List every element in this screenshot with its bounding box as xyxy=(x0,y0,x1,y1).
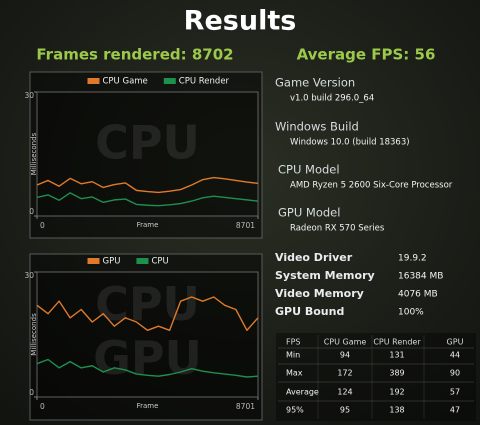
chart-panel xyxy=(29,253,263,421)
table-cell: 95 xyxy=(340,406,350,415)
table-cell: 57 xyxy=(450,388,460,397)
y-tick-label: 30 xyxy=(24,271,34,280)
x-tick-label: 8701 xyxy=(236,402,255,411)
watermark: GPU xyxy=(93,331,202,385)
table-bg xyxy=(276,333,476,421)
table-cell: 90 xyxy=(450,369,460,378)
spec-value: 4076 MB xyxy=(398,290,438,300)
x-axis-label: Frame xyxy=(137,221,159,229)
table-cell: 138 xyxy=(389,406,404,415)
chart: CPU 0 30 0 8701 Frame Milliseconds CPU Game CPU … xyxy=(24,71,263,239)
watermark: CPU xyxy=(95,277,200,331)
series-line xyxy=(36,358,259,378)
legend-swatch xyxy=(87,258,100,264)
series-line xyxy=(36,296,259,332)
info-value: v1.0 build 296.0_64 xyxy=(290,94,374,104)
legend-swatch xyxy=(163,78,176,84)
legend-label: CPU xyxy=(151,257,168,267)
x-axis-label: Frame xyxy=(137,402,159,410)
y-tick-label: 0 xyxy=(29,388,34,397)
row-label: 95% xyxy=(286,406,304,415)
table-cell: 124 xyxy=(337,388,352,397)
info-value: AMD Ryzen 5 2600 Six-Core Processor xyxy=(290,181,453,191)
legend-label: GPU xyxy=(103,257,121,267)
table-cell: 131 xyxy=(389,351,404,360)
table-header: CPU Render xyxy=(373,338,421,347)
title: Results xyxy=(184,6,297,37)
x-tick-label: 0 xyxy=(40,221,45,230)
chart-panel xyxy=(29,71,263,239)
info-value: Windows 10.0 (build 18363) xyxy=(290,138,410,148)
table-cell: 47 xyxy=(450,406,460,415)
row-label: Min xyxy=(286,351,300,360)
watermark: CPU xyxy=(95,116,200,170)
info-label: CPU Model xyxy=(278,163,340,177)
spec-value: 100% xyxy=(398,308,424,318)
charts: CPU 0 30 0 8701 Frame Milliseconds CPU Game CPU … xyxy=(24,71,263,421)
y-axis-label: Milliseconds xyxy=(30,132,38,175)
info-label: GPU Model xyxy=(278,206,340,220)
legend-swatch xyxy=(136,258,149,264)
spec-label: System Memory xyxy=(275,269,375,282)
series-line xyxy=(36,192,259,207)
table-cell: 389 xyxy=(389,369,404,378)
legend-label: CPU Render xyxy=(179,77,230,87)
table-header: GPU xyxy=(447,338,464,347)
table-cell: 44 xyxy=(450,351,460,360)
info-label: Game Version xyxy=(275,76,355,90)
info-panel: Game Version v1.0 build 296.0_64 Windows B… xyxy=(275,76,476,421)
y-axis-label: Milliseconds xyxy=(30,313,38,356)
row-label: Max xyxy=(286,369,303,378)
legend-label: CPU Game xyxy=(103,77,148,87)
series-line xyxy=(36,176,259,194)
table-cell: 192 xyxy=(389,388,404,397)
legend-swatch xyxy=(87,78,100,84)
info-value: Radeon RX 570 Series xyxy=(290,224,385,234)
spec-label: Video Memory xyxy=(275,287,364,300)
row-label: Average xyxy=(286,388,319,397)
spec-value: 19.9.2 xyxy=(398,254,427,264)
average-fps: Average FPS: 56 xyxy=(297,46,436,64)
table-header: FPS xyxy=(286,338,301,347)
spec-label: Video Driver xyxy=(275,251,353,264)
spec-label: GPU Bound xyxy=(275,305,344,318)
y-tick-label: 30 xyxy=(24,91,34,100)
x-tick-label: 0 xyxy=(40,402,45,411)
table-cell: 94 xyxy=(340,351,350,360)
table-header: CPU Game xyxy=(324,338,367,347)
plot-area xyxy=(36,271,259,398)
table-cell: 172 xyxy=(337,369,352,378)
frames-rendered: Frames rendered: 8702 xyxy=(36,46,233,64)
info-label: Windows Build xyxy=(275,120,359,134)
x-tick-label: 8701 xyxy=(236,221,255,230)
spec-value: 16384 MB xyxy=(398,272,443,282)
y-tick-label: 0 xyxy=(29,207,34,216)
